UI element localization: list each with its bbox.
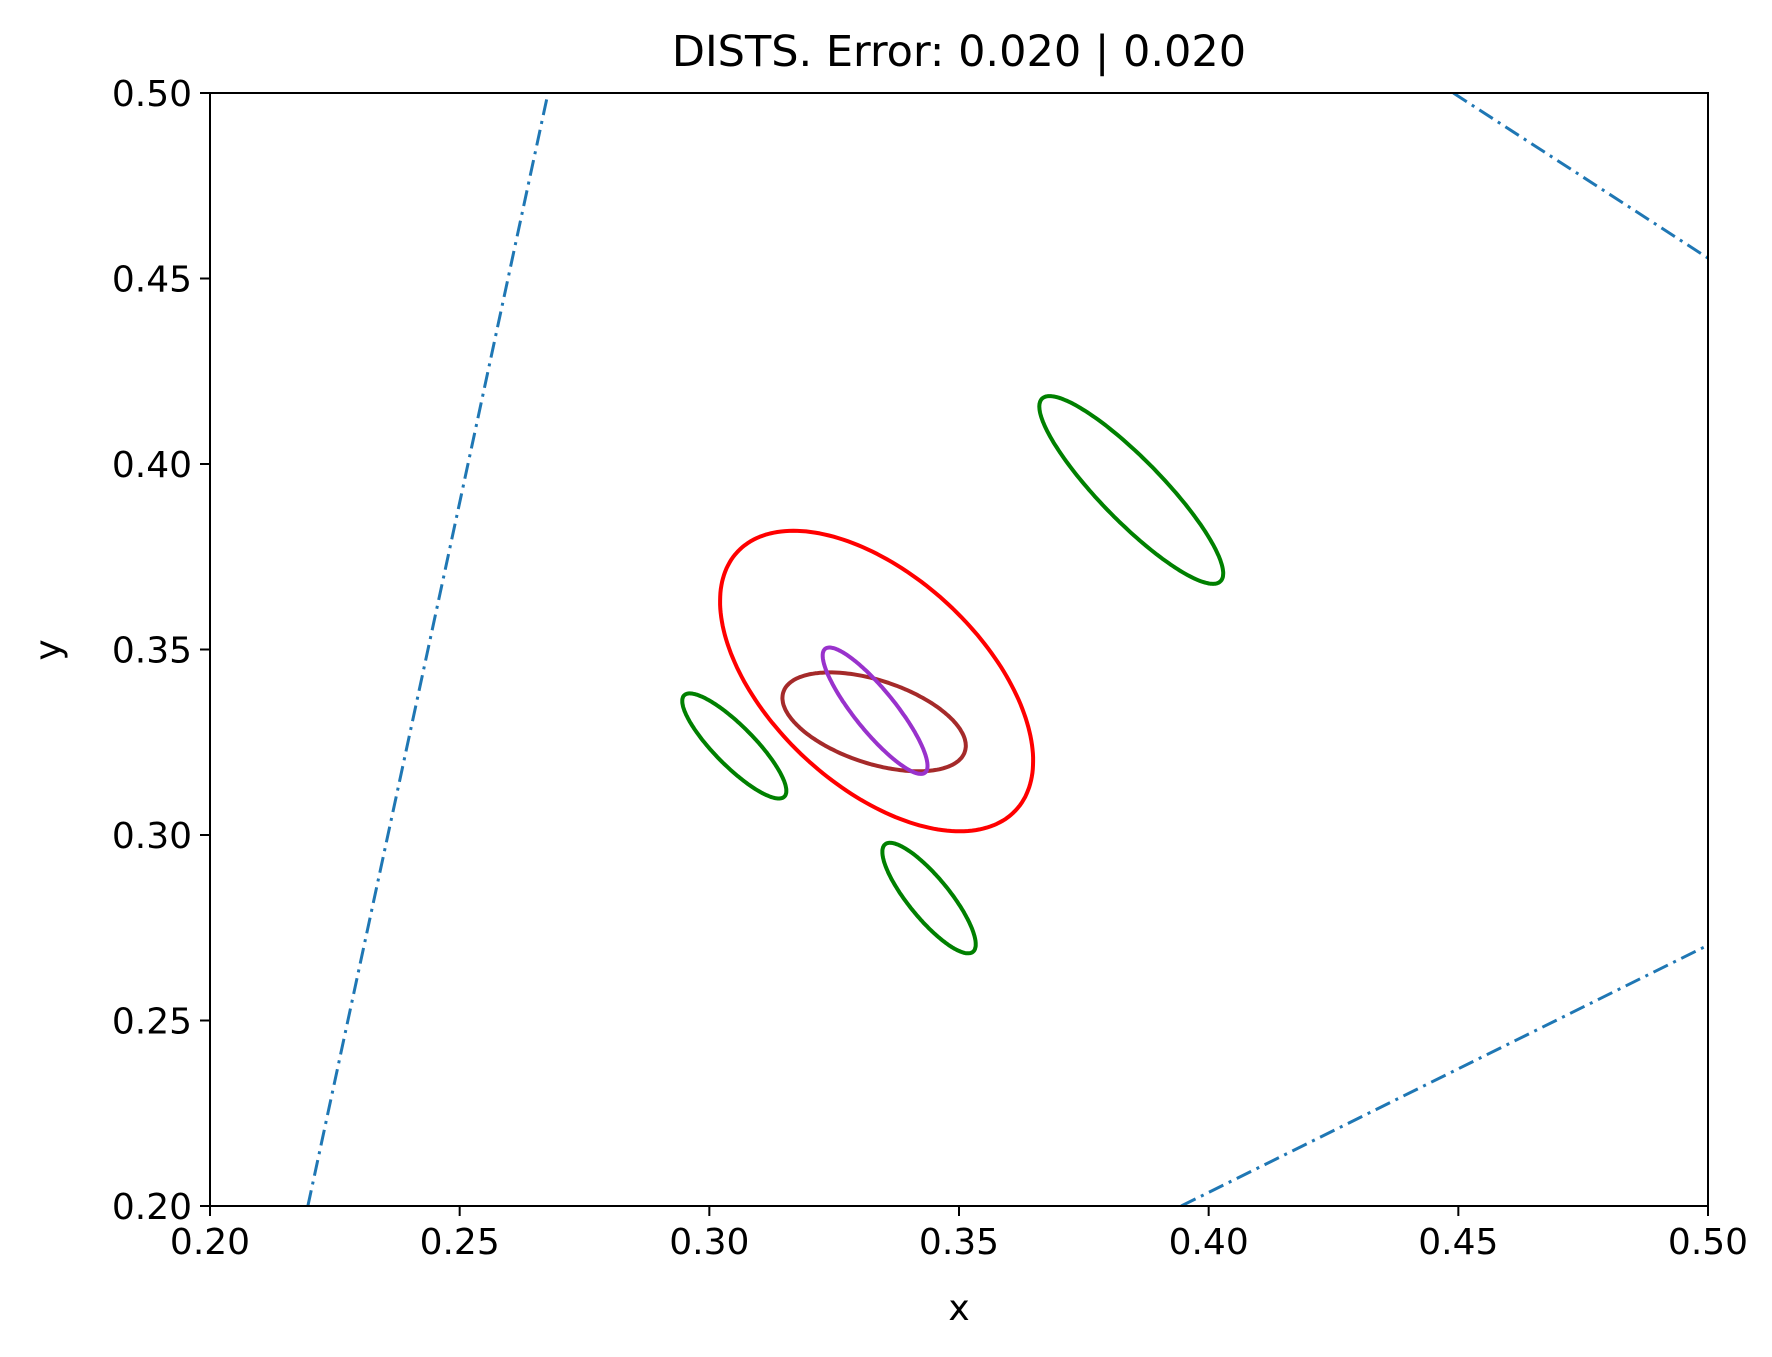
x-tick-label: 0.45 <box>1418 1222 1498 1263</box>
x-tick-label: 0.20 <box>170 1222 250 1263</box>
ellipse-2 <box>780 670 968 774</box>
ellipse-3 <box>820 645 930 776</box>
y-tick-label: 0.25 <box>112 1002 192 1043</box>
x-axis: 0.20 0.25 0.30 0.35 0.40 0.45 0.50 <box>170 1206 1748 1263</box>
ellipse-5 <box>680 691 789 801</box>
x-tick-label: 0.30 <box>669 1222 749 1263</box>
boundary-line-3 <box>1180 943 1708 1206</box>
ellipse-4 <box>1037 394 1226 586</box>
boundary-line-1 <box>306 93 550 1206</box>
boundary-line-2 <box>1452 93 1708 260</box>
x-tick-label: 0.25 <box>420 1222 500 1263</box>
chart-title: DISTS. Error: 0.020 | 0.020 <box>672 27 1246 77</box>
ellipse-1 <box>718 528 1036 834</box>
y-axis-label: y <box>28 639 69 660</box>
y-tick-label: 0.50 <box>112 74 192 115</box>
y-tick-label: 0.30 <box>112 816 192 857</box>
y-tick-label: 0.40 <box>112 445 192 486</box>
x-tick-label: 0.50 <box>1668 1222 1748 1263</box>
plot-area <box>306 93 1708 1206</box>
y-tick-label: 0.20 <box>112 1187 192 1228</box>
y-tick-label: 0.45 <box>112 260 192 301</box>
ellipse-6 <box>880 840 978 956</box>
y-axis: 0.20 0.25 0.30 0.35 0.40 0.45 0.50 <box>112 74 210 1228</box>
x-axis-label: x <box>948 1288 969 1329</box>
y-tick-label: 0.35 <box>112 631 192 672</box>
x-tick-label: 0.40 <box>1169 1222 1249 1263</box>
x-tick-label: 0.35 <box>919 1222 999 1263</box>
